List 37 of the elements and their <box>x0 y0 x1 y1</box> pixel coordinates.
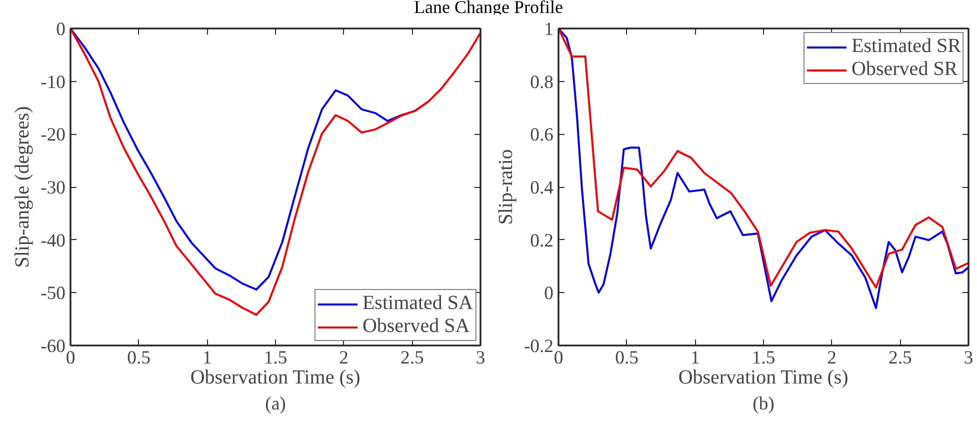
x-axis-title: Observation Time (s) <box>190 366 360 388</box>
x-tick-label: 3 <box>964 348 974 368</box>
y-tick-label: -30 <box>40 178 66 198</box>
legend-label: Observed SR <box>852 58 958 81</box>
y-tick-label: 0 <box>544 283 554 304</box>
x-tick-label: 1.5 <box>264 348 288 368</box>
x-tick-label: 1 <box>690 348 700 368</box>
legend-label: Estimated SA <box>362 292 473 315</box>
y-tick-label: 0.6 <box>530 124 554 146</box>
y-tick-label: -40 <box>40 230 66 252</box>
text: (b) <box>752 394 774 414</box>
y-tick-label: 0 <box>56 19 66 40</box>
text: (a) <box>265 394 286 414</box>
y-tick-label: 1 <box>544 19 554 40</box>
x-tick-label: 0.5 <box>615 348 638 368</box>
y-axis-title: Slip-angle (degrees) <box>12 106 34 268</box>
x-tick-label: 0.5 <box>127 348 150 368</box>
x-tick-label: 2 <box>827 348 836 368</box>
x-tick-label: 1.5 <box>752 348 776 368</box>
chart-title: Lane Change Profile <box>414 0 563 17</box>
x-axis-title: Observation Time (s) <box>678 366 848 388</box>
y-tick-label: -50 <box>40 283 66 304</box>
y-tick-label: -60 <box>40 336 66 357</box>
x-tick-label: 2.5 <box>888 348 912 368</box>
y-tick-label: 0.4 <box>530 178 554 198</box>
legend-label: Estimated SR <box>852 35 961 58</box>
y-tick-label: -20 <box>40 124 66 146</box>
x-tick-label: 1 <box>202 348 212 368</box>
y-tick-label: -0.2 <box>524 336 554 357</box>
x-tick-label: 2 <box>339 348 348 368</box>
x-tick-label: 3 <box>476 348 486 368</box>
legend-label: Observed SA <box>362 315 470 338</box>
x-tick-label: 2.5 <box>400 348 424 368</box>
y-tick-label: -10 <box>40 72 66 93</box>
y-axis-title: Slip-ratio <box>494 149 517 225</box>
y-tick-label: 0.8 <box>530 72 554 93</box>
y-tick-label: 0.2 <box>530 230 554 252</box>
